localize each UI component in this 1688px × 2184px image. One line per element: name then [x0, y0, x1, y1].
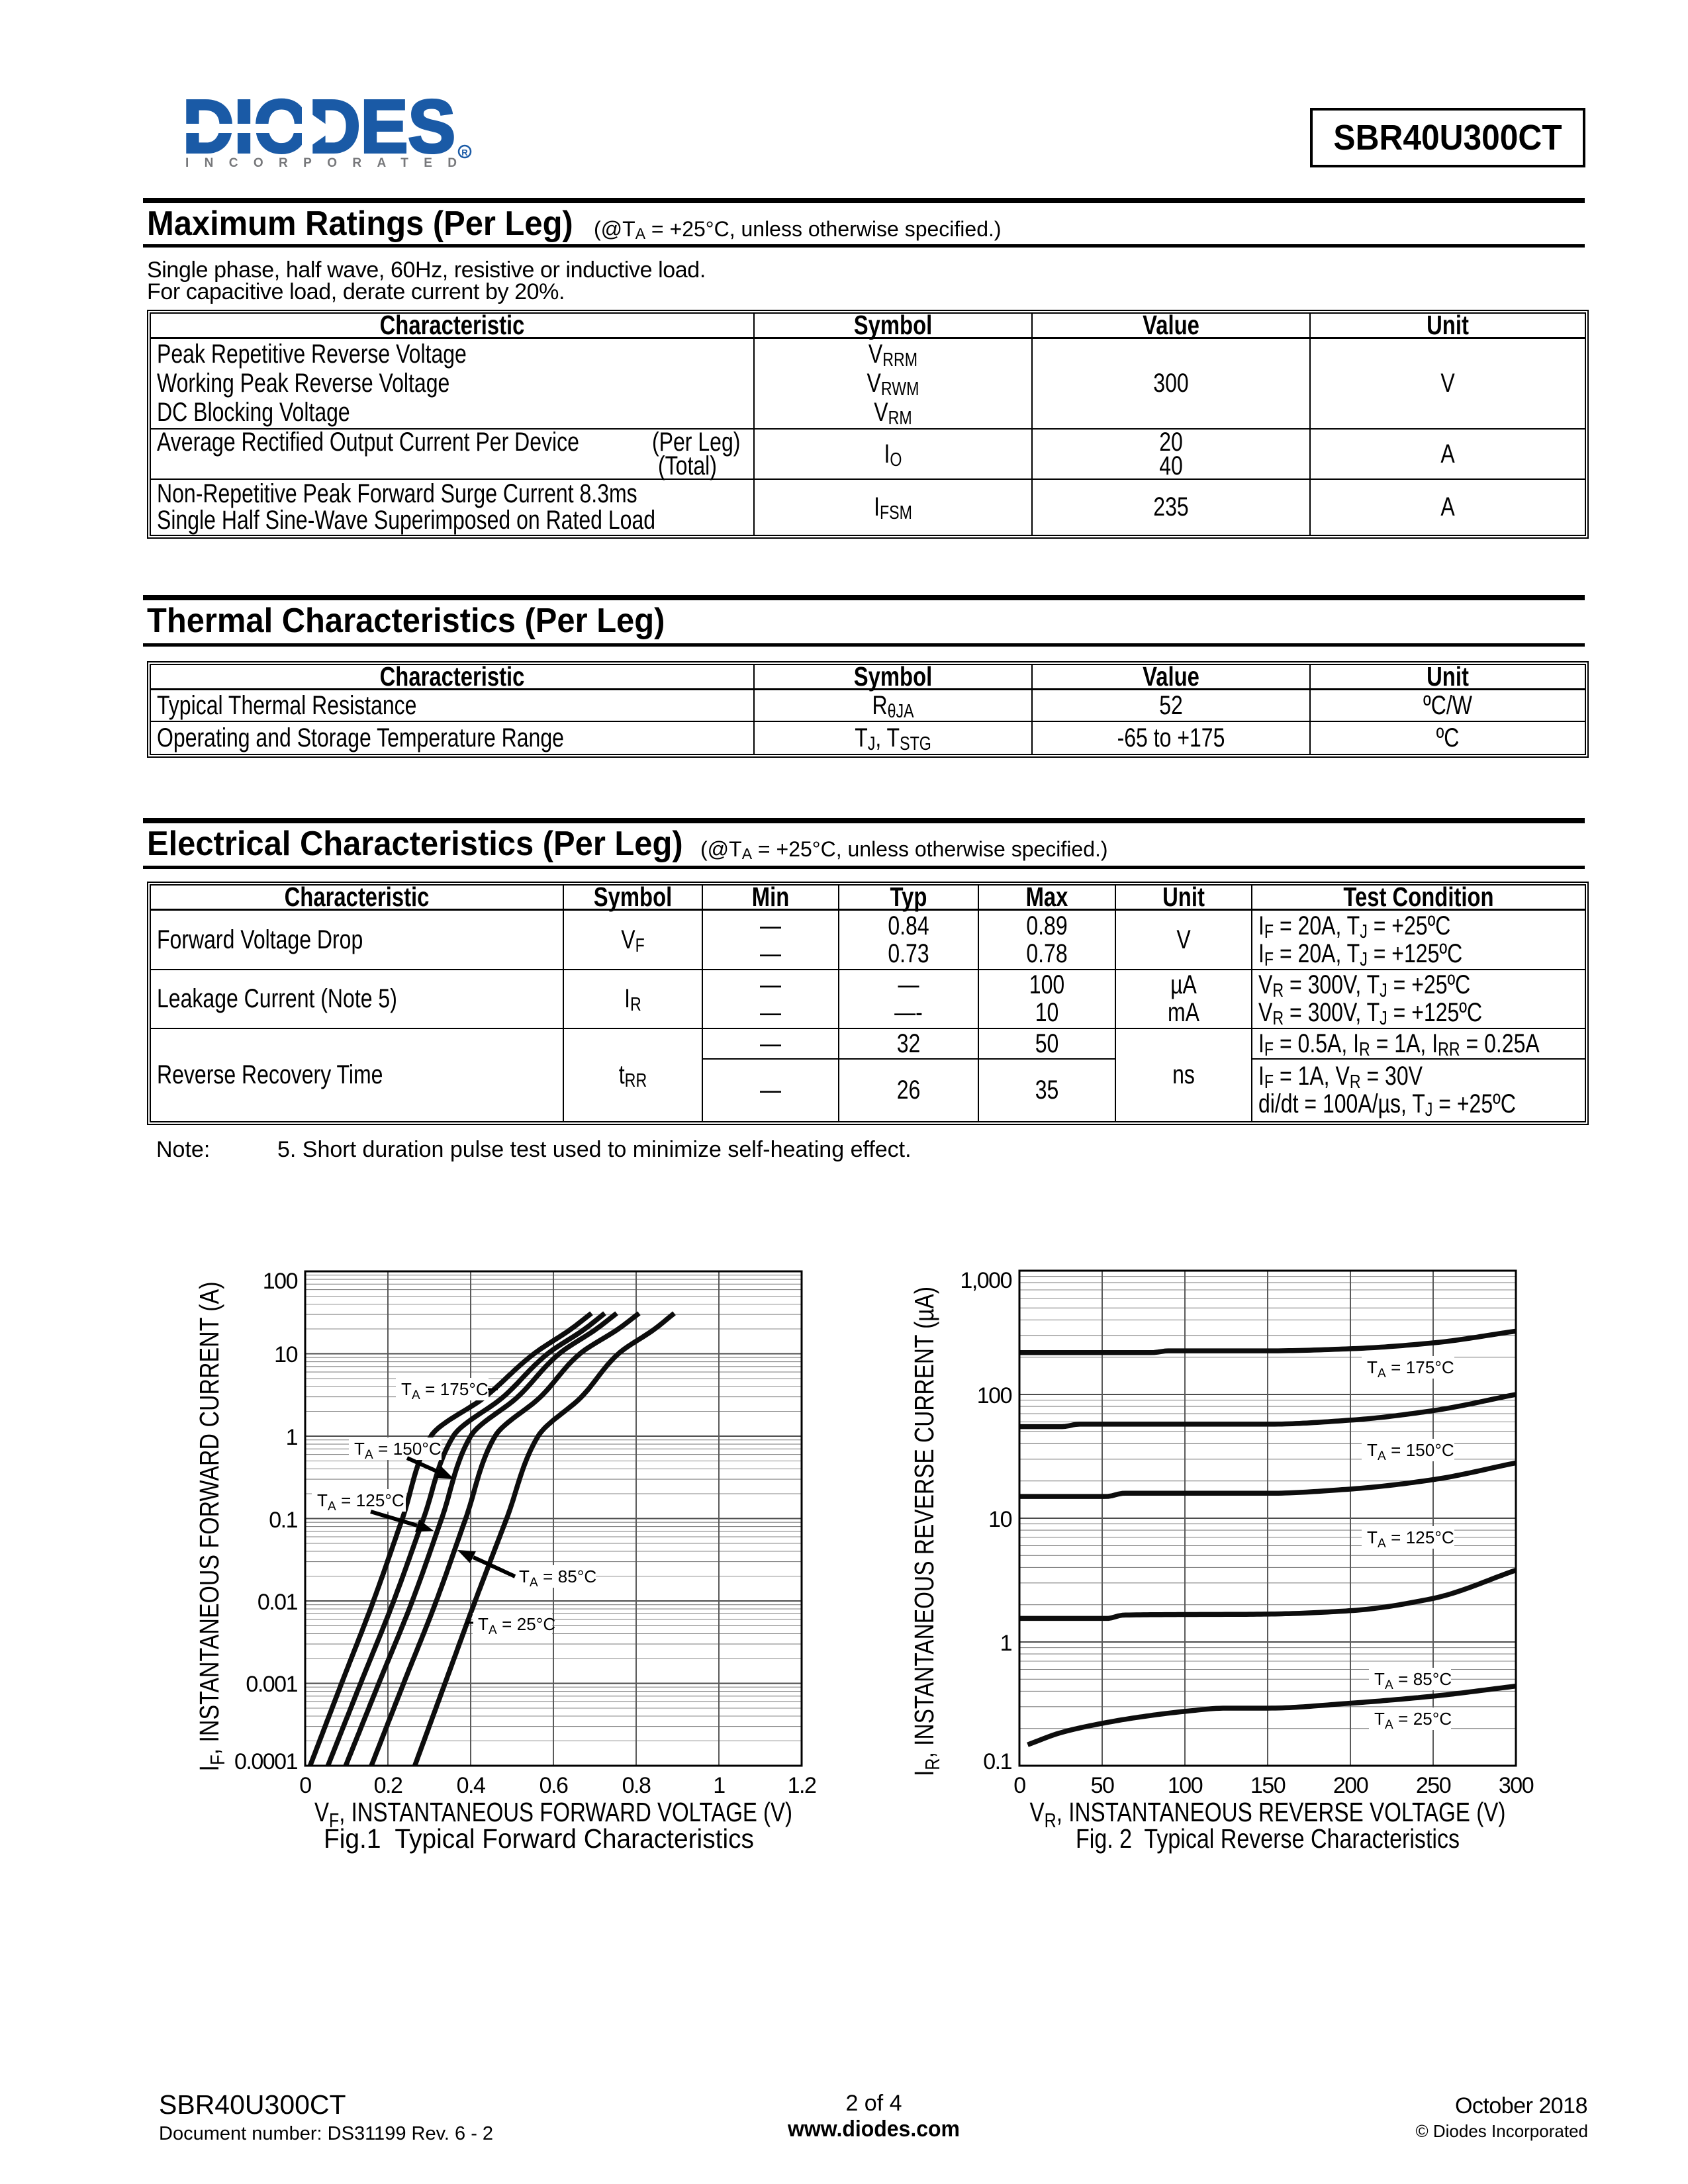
svg-text:VF, INSTANTANEOUS FORWARD VOLT: VF, INSTANTANEOUS FORWARD VOLTAGE (V) [314, 1797, 792, 1832]
svg-text:1: 1 [286, 1425, 298, 1450]
svg-text:100: 100 [263, 1269, 298, 1294]
svg-text:VR, INSTANTANEOUS REVERSE VOLT: VR, INSTANTANEOUS REVERSE VOLTAGE (V) [1030, 1797, 1506, 1832]
svg-text:200: 200 [1333, 1773, 1368, 1798]
svg-text:0.2: 0.2 [374, 1773, 402, 1798]
svg-text:1.2: 1.2 [788, 1773, 816, 1798]
svg-text:1: 1 [1000, 1631, 1012, 1656]
svg-text:0.0001: 0.0001 [234, 1749, 298, 1774]
svg-text:Fig. 2 Typical Reverse Charac: Fig. 2 Typical Reverse Characteristics [1076, 1823, 1460, 1854]
svg-text:10: 10 [274, 1342, 297, 1367]
svg-text:50: 50 [1091, 1773, 1114, 1798]
svg-text:0: 0 [1013, 1773, 1025, 1798]
svg-text:10: 10 [988, 1507, 1011, 1532]
svg-text:IR, INSTANTANEOUS REVERSE CURR: IR, INSTANTANEOUS REVERSE CURRENT (µA) [909, 1287, 944, 1776]
svg-text:R: R [461, 148, 468, 158]
svg-text:0.1: 0.1 [983, 1749, 1011, 1774]
svg-text:0.8: 0.8 [622, 1773, 651, 1798]
svg-text:0.6: 0.6 [539, 1773, 568, 1798]
svg-text:0.01: 0.01 [258, 1590, 298, 1615]
svg-text:Fig.1 Typical Forward Charact: Fig.1 Typical Forward Characteristics [324, 1823, 754, 1854]
svg-text:300: 300 [1499, 1773, 1534, 1798]
svg-text:TA = 85°C: TA = 85°C [1374, 1669, 1452, 1692]
svg-text:0.4: 0.4 [457, 1773, 485, 1798]
svg-text:0.001: 0.001 [246, 1672, 297, 1697]
svg-text:150: 150 [1250, 1773, 1286, 1798]
svg-text:100: 100 [977, 1383, 1012, 1408]
svg-text:1: 1 [713, 1773, 725, 1798]
svg-text:0.1: 0.1 [269, 1508, 297, 1533]
svg-text:1,000: 1,000 [960, 1268, 1011, 1293]
svg-text:IF, INSTANTANEOUS FORWARD CURR: IF, INSTANTANEOUS FORWARD CURRENT (A) [194, 1282, 229, 1772]
svg-text:100: 100 [1168, 1773, 1203, 1798]
svg-text:250: 250 [1416, 1773, 1451, 1798]
svg-text:0: 0 [299, 1773, 311, 1798]
